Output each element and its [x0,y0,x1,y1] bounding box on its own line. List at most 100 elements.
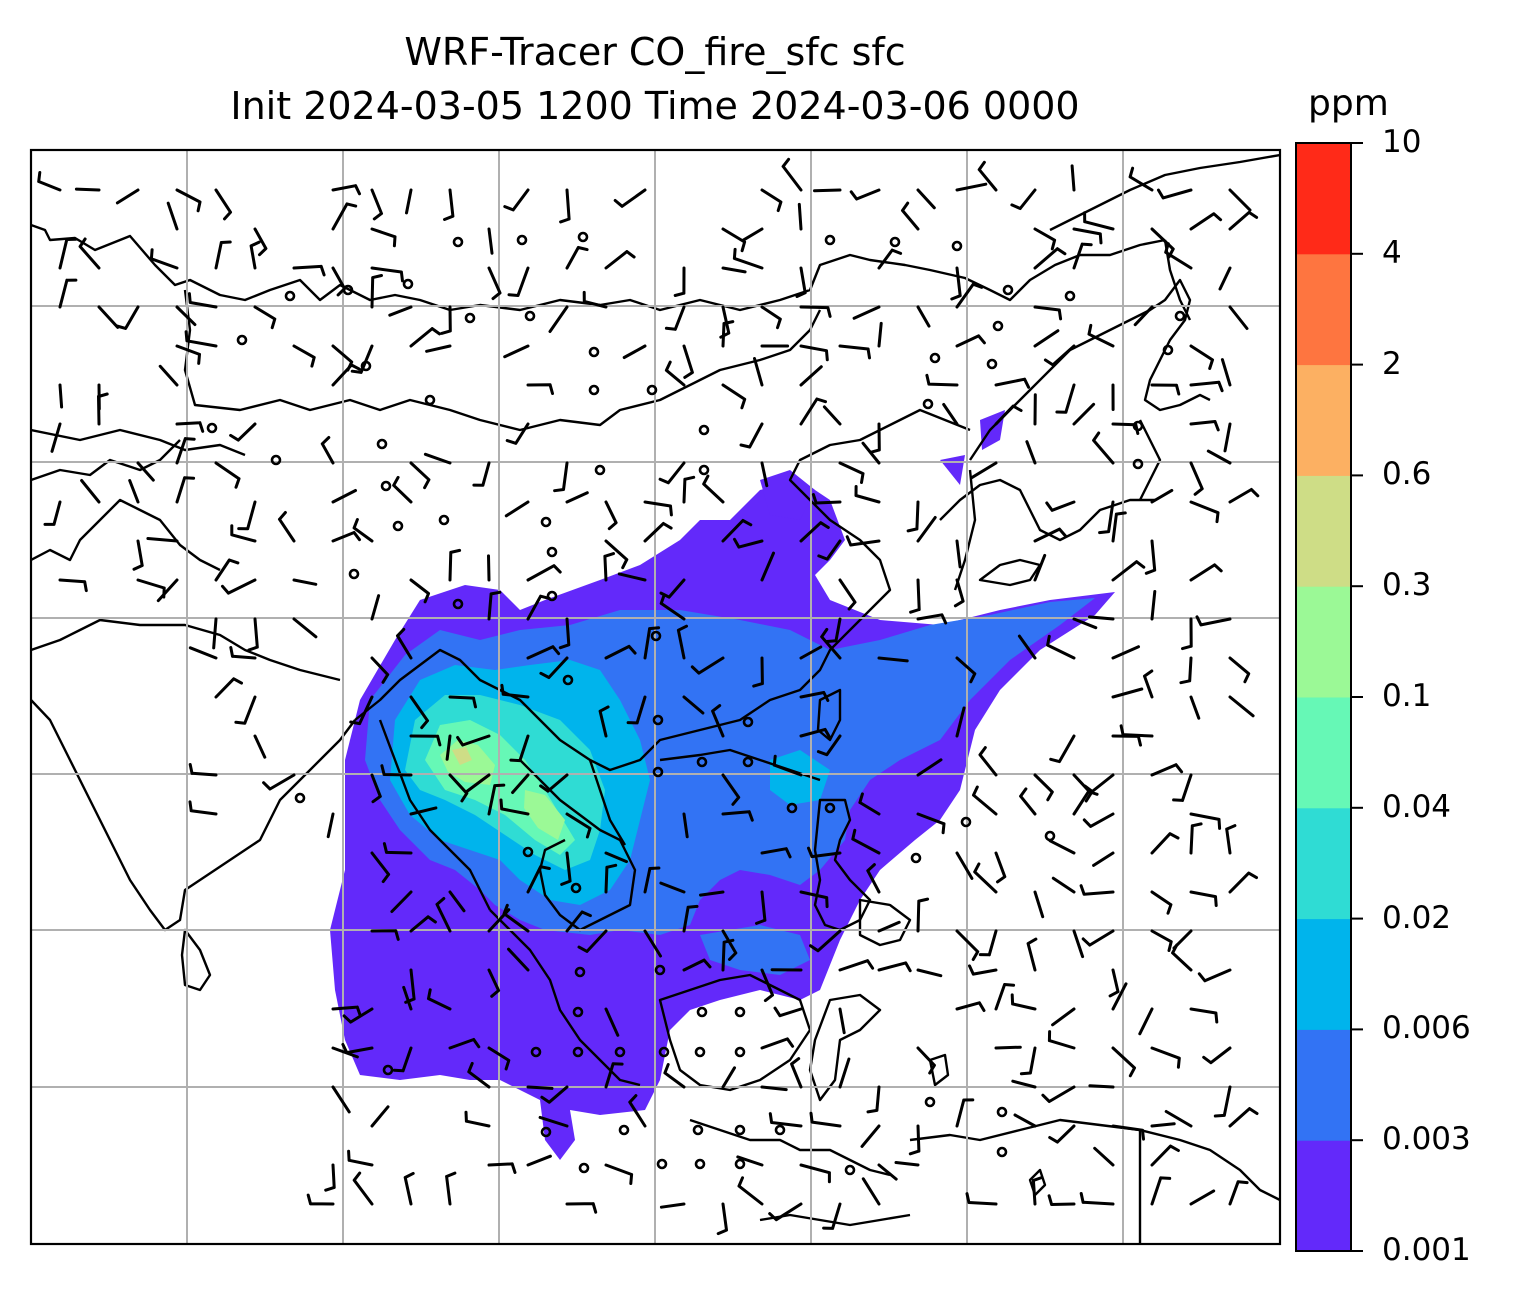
wind-barb [58,578,88,593]
wind-barb [716,1202,728,1236]
colorbar-tick-label: 2 [1382,345,1402,382]
colorbar-tick-label: 0.04 [1382,788,1452,825]
wind-barb [487,554,491,582]
wind-barb [1138,1007,1154,1036]
wind-barb [1049,734,1076,764]
wind-barb [214,558,240,582]
calm-wind-marker [1162,344,1174,356]
calm-wind-marker [206,422,218,434]
wind-barb [682,904,699,933]
calm-wind-marker [1174,310,1186,322]
calm-wind-marker [696,756,708,768]
wind-barb [807,846,842,859]
wind-barb [445,734,452,761]
wind-barb [1083,211,1115,231]
wind-barb [1026,937,1038,972]
wind-barb [487,1046,511,1071]
wind-barb [324,1163,336,1192]
wind-barb [1220,358,1232,387]
wind-barbs [37,157,1260,1236]
wind-barb [214,677,243,699]
wind-barb [502,903,530,933]
wind-barb [58,237,78,270]
calm-wind-marker [742,716,754,728]
plume-level-2 [770,750,830,805]
wind-barb [760,461,769,488]
wind-barb [342,1007,374,1024]
calm-wind-marker [650,630,662,642]
wind-barb [1133,305,1154,327]
wind-barb [558,617,571,650]
calm-wind-marker [236,334,248,346]
wind-barb [1072,227,1103,245]
wind-barb [721,227,747,253]
calm-wind-marker [540,516,552,528]
wind-barb [1051,1007,1076,1027]
wind-barb [1082,812,1115,828]
wind-barb [509,734,530,763]
wind-barb [539,773,569,793]
wind-barb [950,266,962,301]
calm-wind-marker [516,234,528,246]
calm-wind-marker [910,852,922,864]
wind-barb [799,890,829,909]
wind-barb [292,617,318,639]
wind-barb [604,644,637,660]
calm-wind-marker [588,346,600,358]
wind-barb [392,1046,413,1073]
wind-barb [737,1176,764,1206]
wind-barb [1017,634,1037,660]
colorbar-tick-label: 0.3 [1382,567,1432,604]
wind-barb [822,405,842,426]
wind-barb [604,863,618,894]
wind-barb [877,920,901,933]
plume-level-6 [452,747,472,765]
colorbar-tick-label: 0.006 [1382,1010,1471,1047]
wind-barb [1171,943,1193,972]
wind-barb [760,551,775,582]
wind-barb [955,929,980,961]
wind-barb [370,227,397,248]
wind-barb [622,344,647,359]
calm-wind-marker [734,1006,746,1018]
colorbar-segment [1296,807,1351,920]
colorbar-segment [1296,475,1351,587]
wind-barb [464,1110,491,1128]
calm-wind-marker [929,352,941,364]
wind-barb [739,422,764,449]
calm-wind-marker [844,1164,856,1176]
wind-barb [682,695,705,715]
wind-barb [448,695,477,709]
wind-barb [658,461,686,485]
wind-barb [955,1098,975,1128]
wind-barb [797,202,803,231]
wind-barb [74,187,101,192]
wind-barb [1150,488,1174,504]
wind-barb [817,539,842,561]
calm-wind-marker [734,1158,746,1170]
wind-barb [1189,344,1214,370]
wind-barb [721,383,747,410]
wind-barb [809,929,842,953]
wind-barb [511,773,530,794]
wind-barb [526,865,551,894]
wind-barb [955,182,988,192]
wind-barb [187,292,218,309]
wind-barb [682,475,696,504]
wind-barb [409,695,429,730]
wind-barb [1150,1144,1180,1167]
wind-barb [955,1001,986,1012]
wind-barb [852,305,881,320]
wind-barb [909,578,921,614]
calm-wind-marker [734,1124,746,1136]
wind-barb [229,422,257,442]
wind-barb [175,476,196,504]
wind-barb [955,282,984,309]
wind-barb [1228,1180,1249,1206]
wind-barb [994,377,1031,389]
wind-barb [349,695,374,726]
wind-barb [1228,210,1259,231]
colorbar-tick-label: 0.6 [1382,456,1432,493]
wind-barb [604,1007,620,1037]
